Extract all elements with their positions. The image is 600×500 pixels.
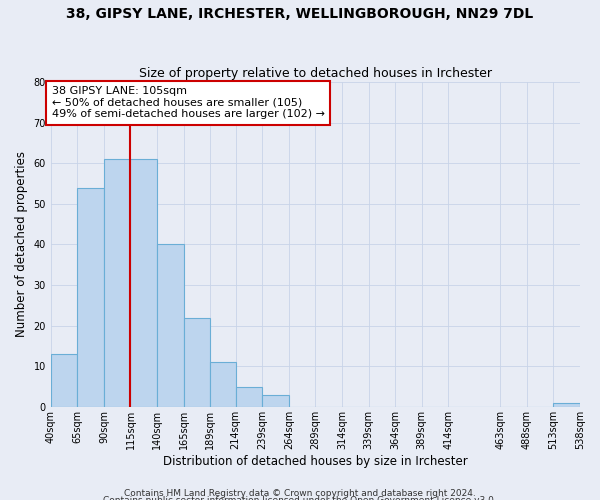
Title: Size of property relative to detached houses in Irchester: Size of property relative to detached ho… <box>139 66 492 80</box>
Bar <box>77 188 104 407</box>
Bar <box>130 159 157 407</box>
Bar <box>184 318 210 407</box>
Text: Contains public sector information licensed under the Open Government Licence v3: Contains public sector information licen… <box>103 496 497 500</box>
Bar <box>553 403 580 407</box>
Bar <box>157 244 184 407</box>
Text: 38, GIPSY LANE, IRCHESTER, WELLINGBOROUGH, NN29 7DL: 38, GIPSY LANE, IRCHESTER, WELLINGBOROUG… <box>67 8 533 22</box>
Bar <box>236 386 262 407</box>
Bar <box>210 362 236 407</box>
Text: Contains HM Land Registry data © Crown copyright and database right 2024.: Contains HM Land Registry data © Crown c… <box>124 488 476 498</box>
Bar <box>51 354 77 407</box>
X-axis label: Distribution of detached houses by size in Irchester: Distribution of detached houses by size … <box>163 454 468 468</box>
Bar <box>104 159 130 407</box>
Y-axis label: Number of detached properties: Number of detached properties <box>15 152 28 338</box>
Text: 38 GIPSY LANE: 105sqm
← 50% of detached houses are smaller (105)
49% of semi-det: 38 GIPSY LANE: 105sqm ← 50% of detached … <box>52 86 325 120</box>
Bar <box>262 394 289 407</box>
